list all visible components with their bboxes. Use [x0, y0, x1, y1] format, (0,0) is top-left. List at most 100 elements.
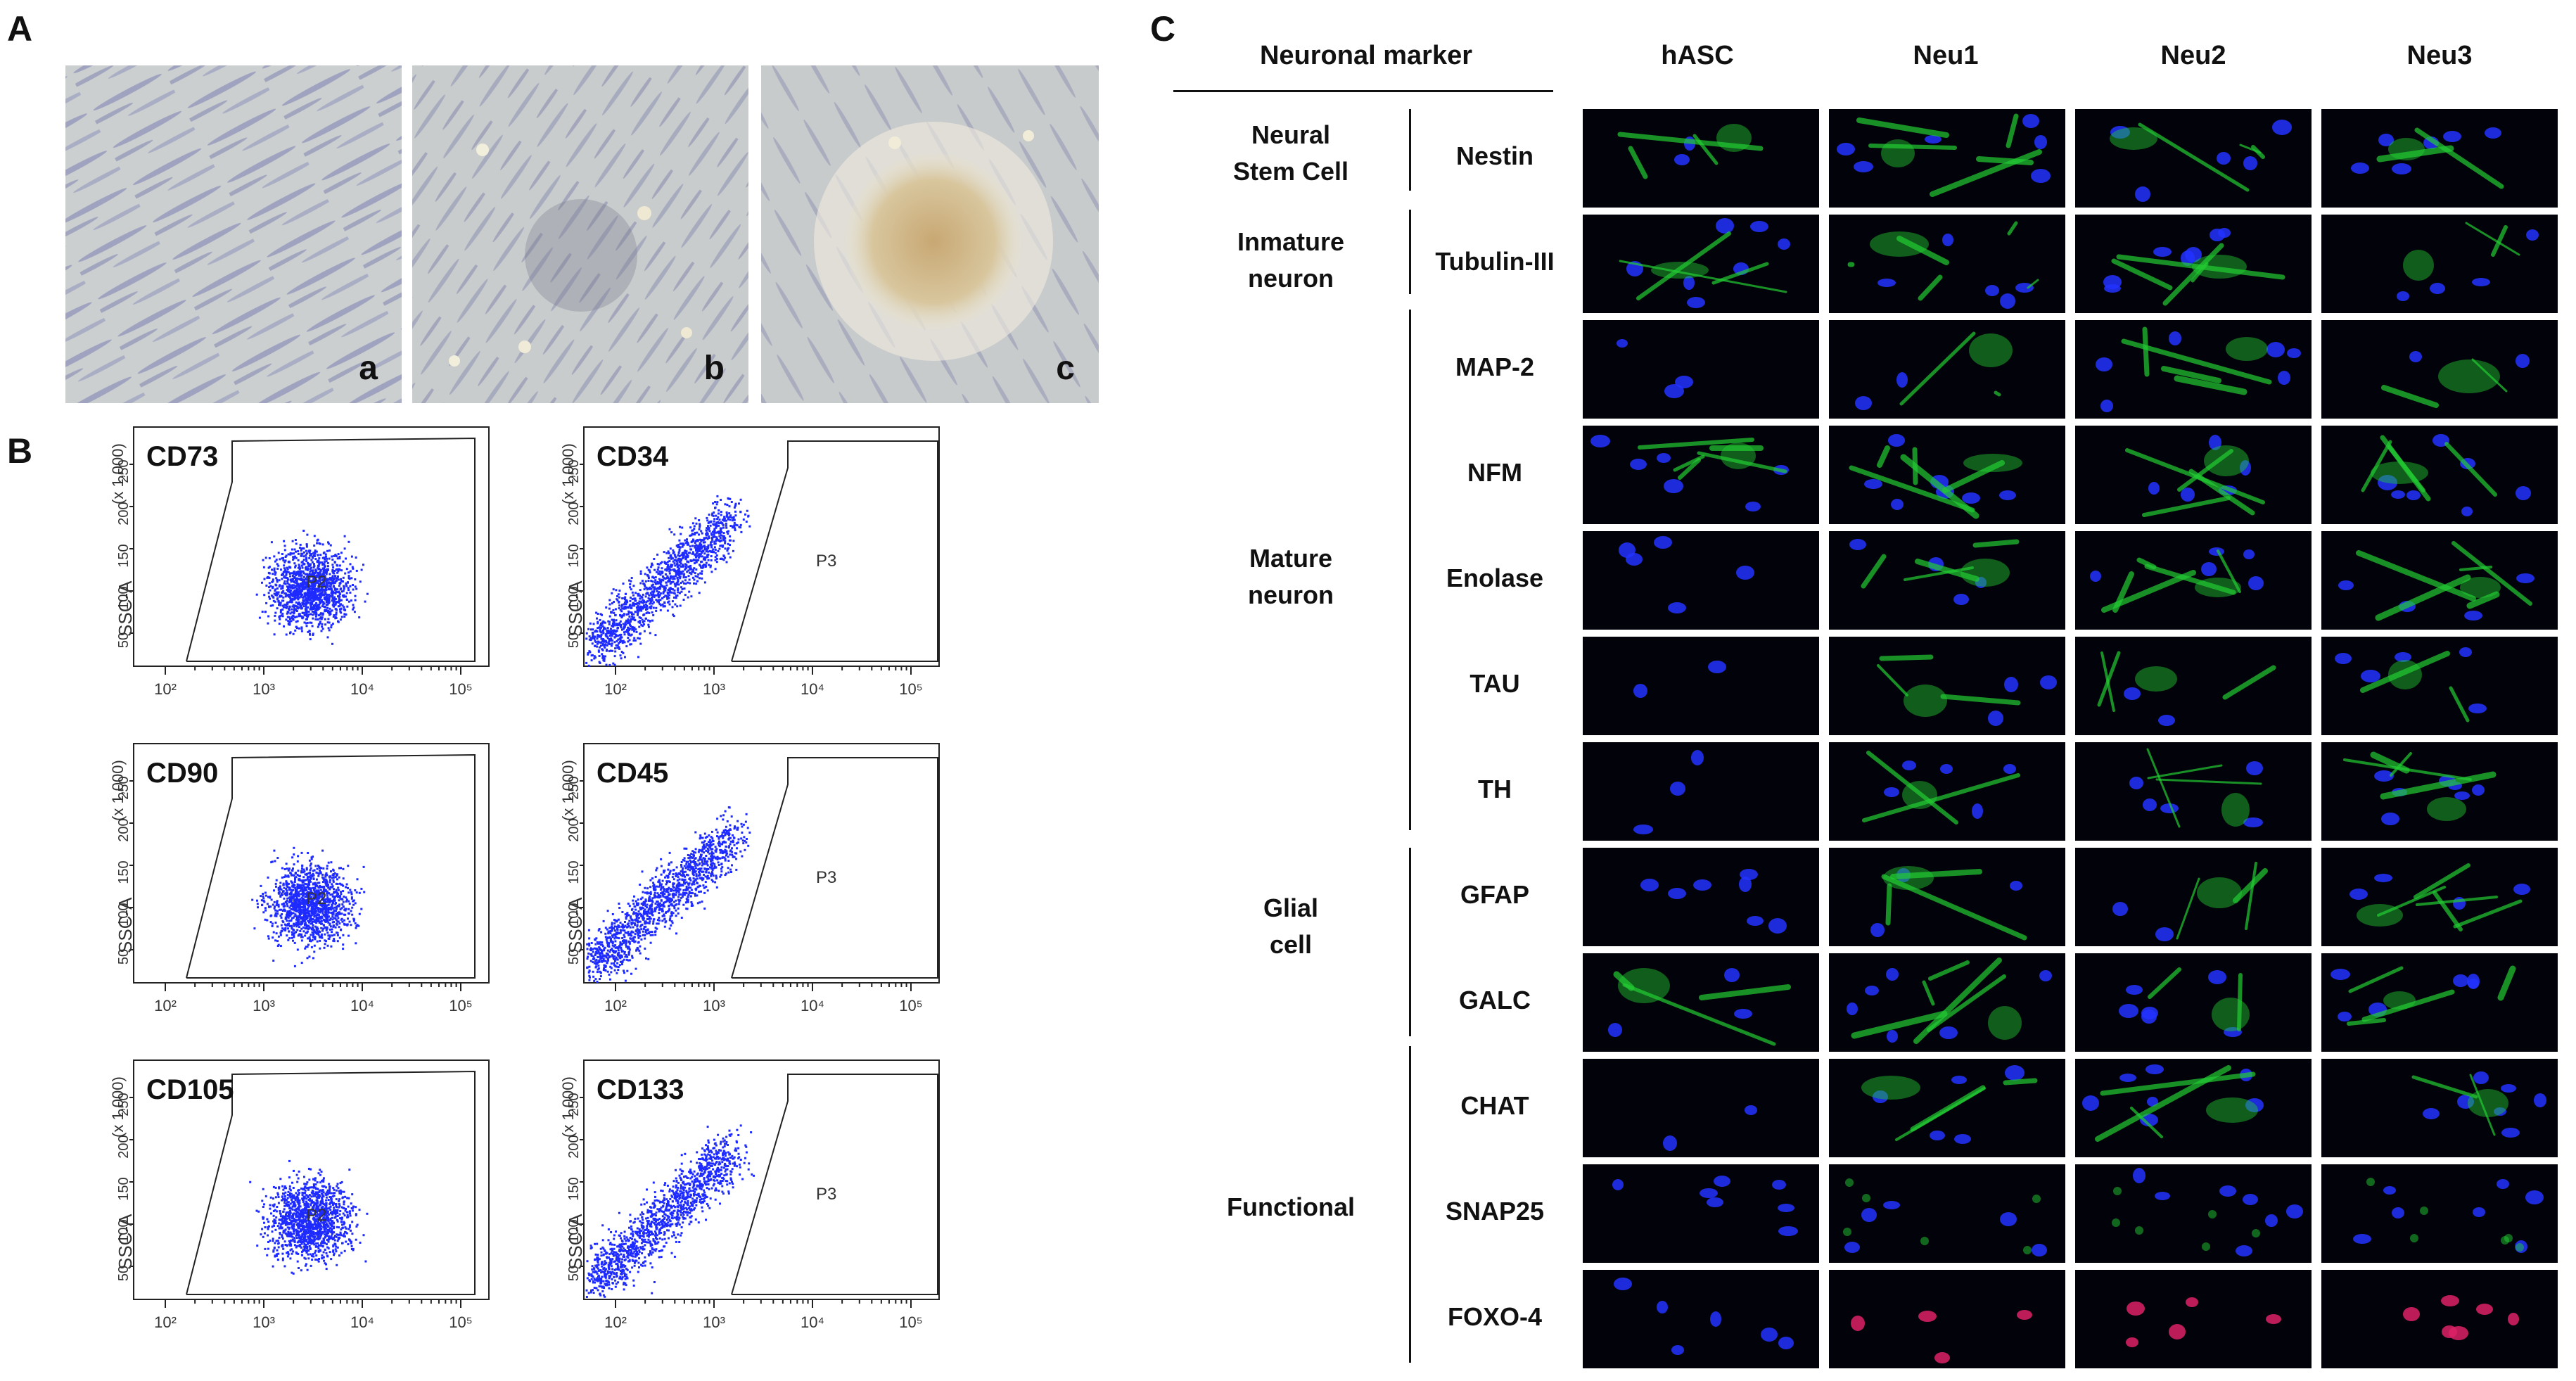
y-tick-label: 150	[566, 544, 582, 567]
micrograph-a: a	[65, 65, 402, 403]
y-tick-label: 250	[566, 776, 582, 799]
flow-plot-canvas: P2 50 100 150 200 250 10² 10³ 10⁴ 10⁵	[116, 743, 490, 1014]
column-header-neu3: Neu3	[2406, 41, 2473, 70]
x-tick-label: 10⁵	[449, 1313, 473, 1331]
fluorescence-image-canvas	[2353, 1178, 2544, 1253]
y-tick-label: 150	[116, 544, 132, 567]
micrograph-b-label: b	[703, 350, 725, 387]
fluorescence-image-canvas	[2338, 541, 2534, 621]
fluorescence-image-canvas	[1619, 536, 1754, 613]
fluorescence-image-canvas	[2361, 434, 2531, 516]
flow-marker-label: CD90	[146, 758, 219, 789]
fluorescence-image-canvas	[1663, 1105, 1757, 1151]
event-dots	[255, 529, 369, 645]
x-tick-label: 10⁵	[449, 997, 473, 1014]
group-label-line: Functional	[1227, 1192, 1355, 1221]
fluorescence-image-neu3-enolase	[2321, 531, 2558, 630]
fluorescence-image-canvas	[1633, 661, 1726, 698]
fluorescence-image-canvas	[1640, 869, 1787, 934]
y-axis-unit: (x 1,000)	[109, 1076, 127, 1138]
flow-plot-canvas: P3 50 100 150 200 250 10² 10³ 10⁴ 10⁵	[566, 1059, 940, 1331]
micrograph-b: b	[412, 65, 748, 403]
flow-plot-canvas: P2 50 100 150 200 250 10² 10³ 10⁴ 10⁵	[116, 1059, 490, 1331]
x-tick-label: 10⁴	[801, 1313, 824, 1331]
fluorescence-image-canvas	[2381, 351, 2530, 408]
gate-label: P2	[306, 889, 326, 908]
plot-frame	[133, 1059, 490, 1300]
x-tick-label: 10²	[604, 997, 627, 1014]
group-label-line: Mature	[1249, 544, 1333, 573]
y-tick-label: 200	[566, 502, 582, 525]
group-label-line: Inmature	[1237, 227, 1345, 256]
fluorescence-image-canvas	[1877, 654, 2057, 726]
group-label-line: Glial	[1263, 893, 1319, 922]
fluorescence-image-canvas	[1843, 1178, 2047, 1256]
fluorescence-image-canvas	[2351, 127, 2504, 189]
micrograph-a-image	[65, 65, 402, 403]
x-tick-label: 10²	[154, 997, 177, 1014]
y-tick-label: 250	[566, 459, 582, 483]
y-axis-unit: (x 1,000)	[109, 443, 127, 504]
group-divider-5	[1409, 1046, 1411, 1363]
group-label-line: neuron	[1248, 580, 1334, 609]
fluorescence-image-canvas	[1617, 339, 1693, 398]
y-tick-label: 150	[116, 1177, 132, 1200]
marker-label-enolase: Enolase	[1446, 564, 1544, 592]
fluorescence-image-canvas	[1617, 124, 1764, 179]
fluorescence-image-canvas	[2082, 1064, 2264, 1142]
fluorescence-image-canvas	[2349, 863, 2530, 931]
fluorescence-image-canvas	[2097, 651, 2276, 726]
fluorescence-image-neu2-snap25	[2075, 1164, 2312, 1263]
fluorescence-image-neu3-chat	[2321, 1059, 2558, 1157]
fluorescence-image-neu1-foxo-4	[1829, 1270, 2065, 1368]
marker-label-tubulin-iii: Tubulin-III	[1435, 247, 1555, 276]
gate-outline	[731, 757, 938, 979]
fluorescence-image-canvas	[1633, 750, 1704, 834]
group-label-line: neuron	[1248, 264, 1334, 293]
fluorescence-image-neu2-galc	[2075, 953, 2312, 1052]
x-tick-label: 10³	[703, 680, 725, 698]
fluorescence-image-canvas	[2343, 751, 2497, 825]
y-tick-label: 50	[566, 632, 582, 648]
fluorescence-image-canvas	[2126, 1297, 2281, 1347]
fluorescence-image-neu2-nestin	[2075, 109, 2312, 208]
plot-frame	[583, 1059, 940, 1300]
fluorescence-image-hasc-galc	[1583, 953, 1819, 1052]
y-axis-label: SSC-A	[565, 580, 586, 637]
fluorescence-image-neu3-th	[2321, 742, 2558, 841]
fluorescence-image-hasc-tau	[1583, 637, 1819, 735]
group-label-line: Stem Cell	[1232, 157, 1349, 186]
y-tick-label: 250	[566, 1093, 582, 1116]
flow-plot-cd90: P2 50 100 150 200 250 10² 10³ 10⁴ 10⁵ CD90 SSC-A (x …	[67, 742, 517, 1031]
y-axis-label: SSC-A	[565, 1214, 586, 1270]
group-label-immature-neuron: Inmature neuron	[1189, 224, 1393, 297]
fluorescence-image-canvas	[1614, 1278, 1794, 1355]
fluorescence-image-neu3-tubulin-iii	[2321, 215, 2558, 313]
flow-plot-canvas: P3 50 100 150 200 250 10² 10³ 10⁴ 10⁵	[566, 743, 940, 1014]
gate-label: P2	[306, 573, 326, 592]
y-tick-label: 200	[116, 1135, 132, 1158]
fluorescence-image-canvas	[1837, 113, 2051, 197]
fluorescence-image-canvas	[2096, 326, 2301, 412]
y-tick-label: 150	[566, 860, 582, 884]
marker-label-tau: TAU	[1469, 669, 1520, 698]
y-tick-label: 50	[566, 949, 582, 965]
y-tick-label: 100	[566, 586, 582, 609]
fluorescence-image-hasc-snap25	[1583, 1164, 1819, 1263]
fluorescence-image-canvas	[1849, 434, 2022, 519]
flow-marker-label: CD105	[146, 1074, 234, 1105]
event-dots	[585, 1124, 755, 1298]
title-underline	[1173, 90, 1553, 92]
y-axis-label: SSC-A	[565, 897, 586, 953]
flow-plot-cd34: P3 50 100 150 200 250 10² 10³ 10⁴ 10⁵ CD34 SSC-A (x …	[517, 426, 967, 714]
y-axis-unit: (x 1,000)	[559, 1076, 577, 1138]
fluorescence-image-canvas	[1851, 1310, 2032, 1363]
x-tick-label: 10²	[154, 680, 177, 698]
gate-outline	[186, 1070, 476, 1295]
event-dots	[249, 1159, 369, 1275]
fluorescence-image-canvas	[1862, 751, 2020, 825]
x-tick-label: 10³	[253, 997, 275, 1014]
y-axis-unit: (x 1,000)	[559, 443, 577, 504]
fluorescence-image-neu1-enolase	[1829, 531, 2065, 630]
fluorescence-image-canvas	[1612, 1176, 1798, 1236]
